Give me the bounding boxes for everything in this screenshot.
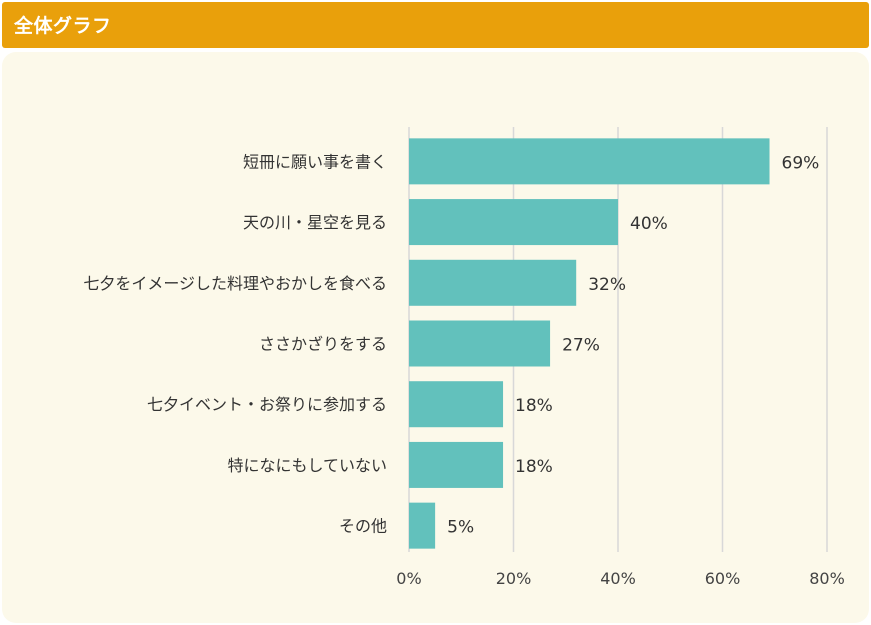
bar: [409, 441, 504, 488]
category-label: 天の川・星空を見る: [243, 213, 387, 232]
bar: [409, 320, 551, 367]
category-label: 七夕イベント・お祭りに参加する: [147, 395, 387, 414]
data-label: 18%: [515, 396, 553, 416]
x-tick-label: 80%: [809, 569, 845, 588]
category-label: 特になにもしていない: [227, 456, 387, 475]
data-label: 40%: [630, 214, 668, 234]
data-label: 32%: [588, 275, 626, 295]
data-label: 69%: [782, 153, 820, 173]
chart-header: 全体グラフ: [2, 2, 869, 48]
bar: [409, 138, 770, 185]
category-label: 七夕をイメージした料理やおかしを食べる: [83, 274, 387, 293]
header-title: 全体グラフ: [14, 15, 112, 37]
category-label: ささかざりをする: [259, 335, 387, 354]
x-tick-label: 20%: [496, 569, 532, 588]
data-label: 5%: [447, 518, 474, 538]
x-tick-label: 40%: [600, 569, 636, 588]
x-tick-label: 0%: [396, 569, 421, 588]
bar: [409, 381, 504, 428]
data-label: 27%: [562, 336, 600, 356]
bar: [409, 259, 577, 306]
data-label: 18%: [515, 457, 553, 477]
bar: [409, 199, 618, 246]
x-tick-label: 60%: [705, 569, 741, 588]
category-label: 短冊に願い事を書く: [243, 152, 387, 171]
category-label: その他: [339, 517, 387, 536]
bar: [409, 502, 436, 549]
